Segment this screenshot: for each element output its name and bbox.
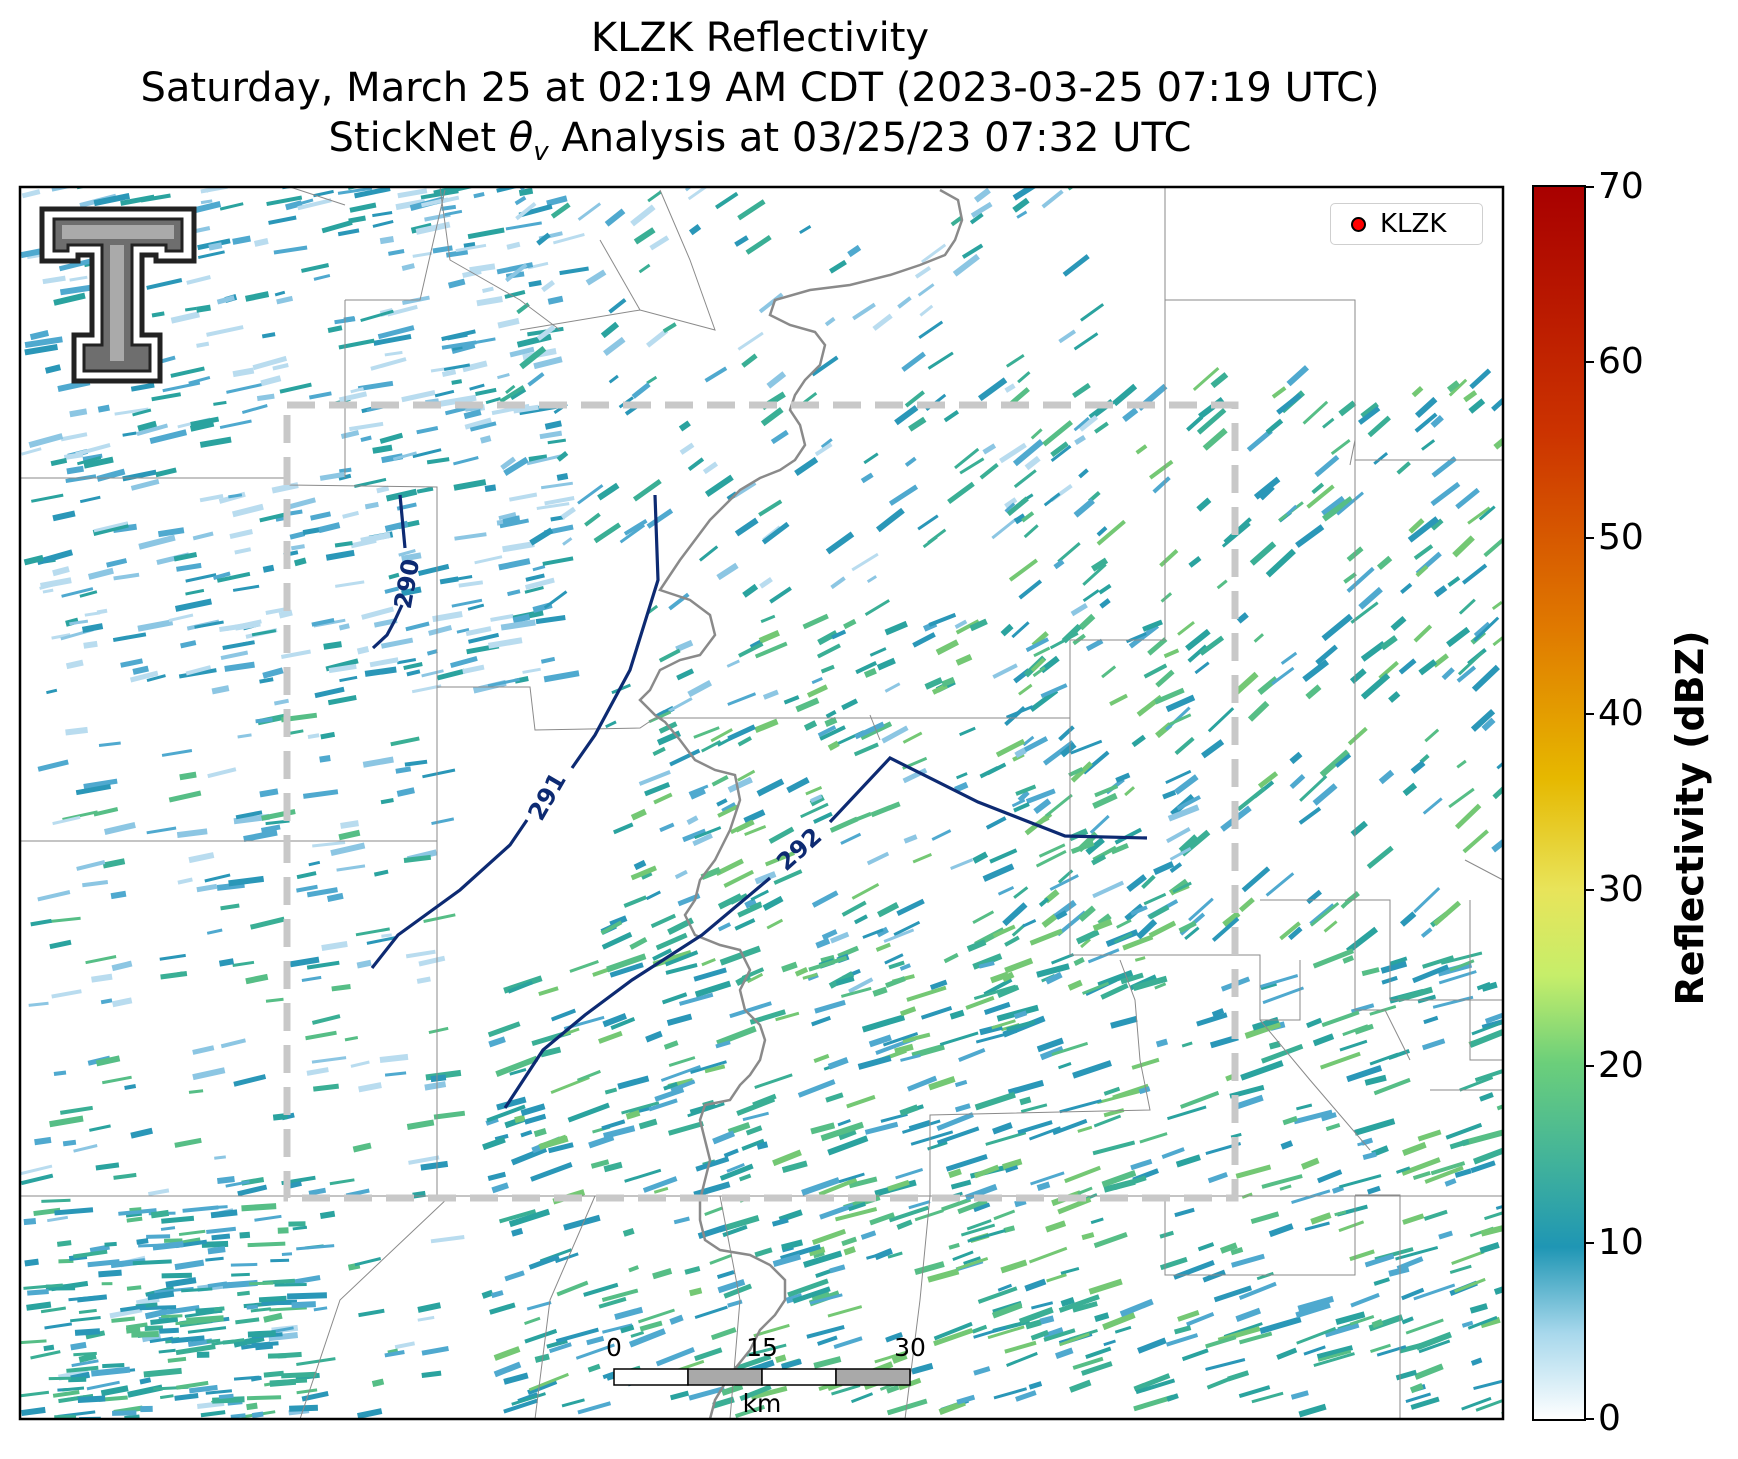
colorbar-tick-40: 40 [1598, 693, 1644, 734]
scale-bar-unit: km [742, 1389, 782, 1418]
contour-290-line [371, 494, 407, 650]
colorbar-tick-0: 0 [1598, 1398, 1621, 1439]
map-frame [18, 185, 1505, 1421]
scale-bar-tick-0: 0 [606, 1333, 622, 1362]
county-boundaries [20, 187, 1503, 1419]
river-line [638, 188, 964, 1419]
texas-tech-logo [39, 206, 197, 384]
title-line-2: Saturday, March 25 at 02:19 AM CDT (2023… [140, 65, 1380, 111]
scale-bar [613, 1368, 911, 1386]
radar-site-marker-icon [1351, 216, 1366, 232]
title-line-3-suffix: Analysis at 03/25/23 07:32 UTC [548, 115, 1192, 161]
colorbar-tick-60: 60 [1598, 341, 1644, 382]
title-line-1: KLZK Reflectivity [590, 15, 930, 61]
title-line-3-prefix: StickNet [328, 115, 509, 161]
colorbar-tick-70: 70 [1598, 166, 1644, 207]
colorbar-tick-20: 20 [1598, 1045, 1644, 1086]
radar-reflectivity-layer [20, 187, 1503, 1419]
contour-291-line [370, 494, 660, 969]
legend-label: KLZK [1380, 209, 1447, 239]
contour-292-line [503, 756, 1148, 1109]
analysis-domain-box [283, 401, 1239, 1202]
title-line-3: StickNet θv Analysis at 03/25/23 07:32 U… [0, 114, 1520, 176]
theta-v-contours [370, 494, 1148, 1109]
scale-bar-tick-15: 15 [746, 1333, 778, 1362]
scale-bar-tick-30: 30 [894, 1333, 926, 1362]
map-legend: KLZK [1330, 203, 1483, 245]
colorbar-tick-10: 10 [1598, 1222, 1644, 1263]
colorbar-ticks [1585, 186, 1594, 1420]
colorbar [1532, 185, 1586, 1421]
colorbar-tick-50: 50 [1598, 517, 1644, 558]
theta-subscript: v [533, 137, 549, 167]
theta-symbol: θ [508, 115, 534, 161]
colorbar-label: Reflectivity (dBZ) [1668, 630, 1712, 1006]
map-area [20, 187, 1503, 1419]
colorbar-tick-30: 30 [1598, 869, 1644, 910]
